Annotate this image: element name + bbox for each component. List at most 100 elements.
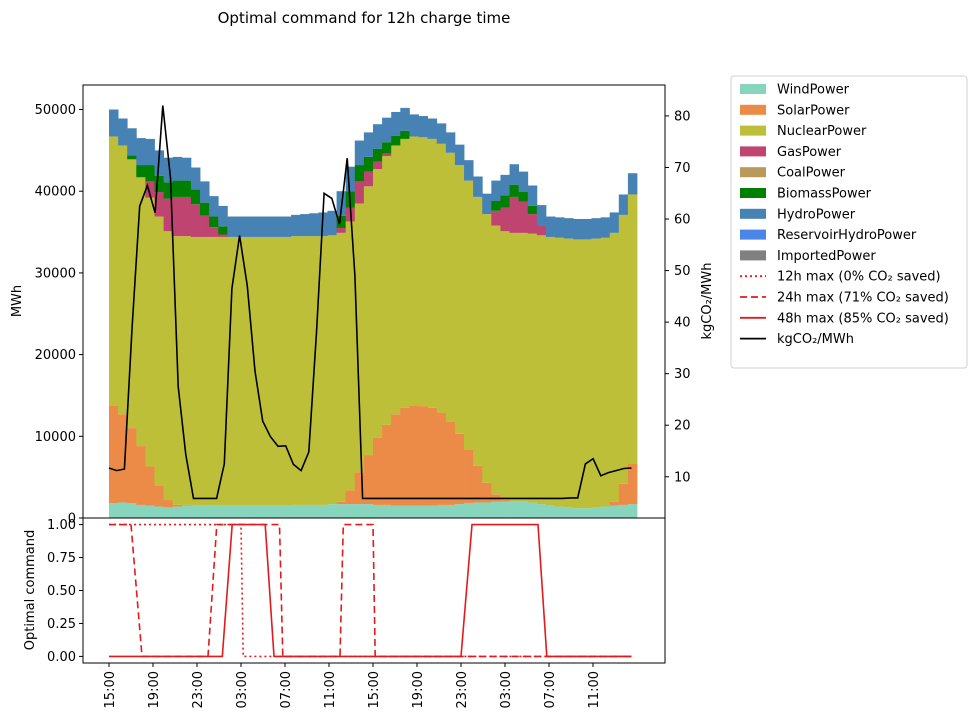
bar-NuclearPower-13 [227,236,237,506]
bar-HydroPower-42 [491,180,501,202]
legend-swatch [740,146,766,157]
bar-NuclearPower-10 [200,236,210,506]
bar-HydroPower-41 [482,193,492,215]
legend-swatch [740,125,766,136]
bar-NuclearPower-32 [400,138,410,408]
bar-NuclearPower-16 [254,236,265,506]
bar-HydroPower-44 [509,164,520,185]
bar-HydroPower-30 [382,117,392,143]
bar-HydroPower-20 [291,214,301,237]
bar-SolarPower-1 [118,414,128,503]
bar-HydroPower-2 [127,128,137,156]
legend-swatch [740,84,766,94]
bar-WindPower-22 [309,504,319,518]
bar-HydroPower-21 [300,214,310,237]
x-tick-label: 15:00 [367,671,382,708]
bar-NuclearPower-6 [163,231,174,501]
bar-BiomassPower-5 [154,175,165,193]
bar-WindPower-52 [582,508,592,518]
x-tick-label: 11:00 [323,671,338,708]
bar-WindPower-19 [281,505,292,518]
bar-NuclearPower-4 [145,197,155,467]
bottom-y-ticks: 0.00 0.25 0.50 0.75 1.00 [47,518,83,665]
legend-label: 48h max (85% CO₂ saved) [777,311,949,326]
bar-WindPower-54 [600,506,611,518]
bottom-y-tick-label: 0.25 [47,617,76,632]
bar-NuclearPower-12 [218,236,228,506]
legend-label: CoalPower [777,166,846,181]
left-tick-label: 30000 [35,266,76,281]
bar-WindPower-24 [327,504,337,518]
bar-HydroPower-51 [573,218,583,240]
bar-BiomassPower-42 [491,201,501,211]
bar-WindPower-48 [545,505,556,518]
bar-HydroPower-45 [518,171,529,193]
bar-SolarPower-2 [127,428,137,504]
bar-HydroPower-13 [227,216,237,237]
bar-NuclearPower-29 [373,169,383,438]
bar-HydroPower-4 [145,138,155,166]
legend-swatch [740,104,766,115]
bar-NuclearPower-34 [418,137,429,407]
bar-NuclearPower-44 [509,232,520,502]
legend-swatch [740,229,766,240]
bar-NuclearPower-40 [473,196,483,466]
bar-SolarPower-3 [136,446,146,505]
bar-WindPower-51 [573,508,583,518]
bar-NuclearPower-57 [627,194,638,464]
bar-HydroPower-16 [254,216,265,237]
bar-BiomassPower-25 [336,215,347,228]
x-tick-label: 03:00 [235,671,250,708]
bar-NuclearPower-3 [136,177,146,447]
bar-WindPower-29 [373,504,383,518]
bar-SolarPower-57 [627,463,638,505]
left-y-label: MWh [10,285,25,317]
bar-SolarPower-38 [454,433,465,505]
bar-WindPower-57 [627,504,638,518]
bar-WindPower-0 [109,503,119,518]
bar-WindPower-28 [363,504,374,518]
bar-HydroPower-43 [500,174,510,196]
bar-HydroPower-47 [536,205,547,226]
bar-GasPower-47 [536,225,547,236]
bar-GasPower-9 [190,204,201,237]
bar-WindPower-12 [218,505,228,518]
bar-BiomassPower-9 [190,189,201,205]
legend-label: SolarPower [777,103,850,118]
bar-NuclearPower-39 [464,180,474,450]
bar-SolarPower-4 [145,466,155,506]
bar-NuclearPower-26 [345,221,356,491]
right-y-label: kgCO₂/MWh [700,263,715,340]
left-tick-label: 50000 [35,103,76,118]
bar-HydroPower-12 [218,205,228,227]
bar-HydroPower-18 [272,216,283,237]
bar-WindPower-8 [181,505,192,518]
bar-GasPower-46 [527,214,538,234]
bar-WindPower-23 [318,504,328,518]
legend-label: BiomassPower [777,187,872,202]
bar-NuclearPower-23 [318,236,328,505]
bar-HydroPower-24 [327,210,337,236]
bar-WindPower-4 [145,505,155,518]
bar-WindPower-31 [391,505,401,518]
legend-label: 12h max (0% CO₂ saved) [777,270,941,285]
left-tick-label: 20000 [35,348,76,363]
bar-HydroPower-28 [363,132,374,157]
legend-label: kgCO₂/MWh [777,332,854,347]
bar-WindPower-50 [564,507,574,518]
bar-HydroPower-54 [600,217,611,238]
bottom-y-tick-label: 0.50 [47,584,76,599]
bar-NuclearPower-36 [436,143,447,413]
x-tick-label: 03:00 [499,671,514,708]
bar-GasPower-29 [373,161,383,170]
bar-NuclearPower-38 [454,165,465,434]
x-tick-label: 23:00 [191,671,206,708]
bar-WindPower-16 [254,505,265,518]
left-tick-label: 40000 [35,185,76,200]
bar-WindPower-30 [382,504,392,518]
bar-GasPower-11 [209,227,219,237]
bar-NuclearPower-24 [327,235,337,505]
legend-label: GasPower [777,145,842,160]
left-tick-label: 10000 [35,430,76,445]
bar-NuclearPower-31 [391,145,401,415]
